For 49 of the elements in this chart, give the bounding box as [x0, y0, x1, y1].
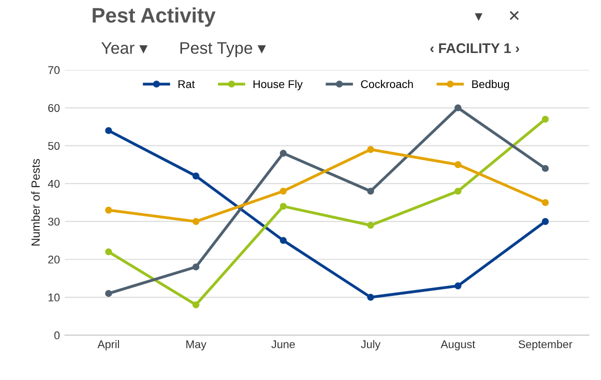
point [105, 127, 112, 134]
legend-label: Rat [178, 80, 195, 88]
y-tick-label: 50 [48, 142, 60, 150]
y-tick-label: 20 [48, 256, 60, 264]
x-tick-label: September [518, 340, 572, 350]
point [454, 282, 462, 290]
x-tick-label: June [271, 340, 295, 348]
point [192, 172, 200, 180]
x-tick-label: August [440, 340, 476, 350]
point [454, 161, 462, 168]
point [280, 236, 287, 244]
point [367, 146, 374, 153]
point [105, 290, 112, 297]
point [542, 199, 549, 206]
point [542, 164, 549, 172]
point [105, 248, 112, 256]
text: Pest Type ▾ [180, 42, 266, 58]
point [280, 202, 287, 210]
y-tick-label: 60 [48, 104, 60, 112]
text: ▾ [474, 13, 482, 21]
point [542, 218, 549, 225]
point [367, 222, 374, 229]
point [454, 104, 462, 112]
x-tick-label: April [97, 340, 119, 350]
y-tick-label: 30 [48, 218, 60, 226]
point [192, 218, 200, 225]
y-tick-label: 40 [48, 180, 60, 188]
x-tick-label: May [186, 340, 206, 350]
point [280, 188, 287, 195]
y-tick-label: 70 [48, 66, 60, 74]
point [367, 294, 374, 301]
point [280, 150, 287, 157]
point [367, 188, 374, 195]
legend-label: Cockroach [361, 80, 413, 88]
point [105, 206, 112, 214]
text: ‹ FACILITY 1 › [430, 43, 520, 54]
y-tick-label: 10 [48, 294, 60, 302]
point [542, 116, 549, 123]
text: ✕ [510, 11, 519, 20]
x-tick-label: July [360, 340, 380, 350]
point [192, 263, 200, 270]
y-tick-label: 0 [54, 331, 60, 340]
point [192, 301, 200, 308]
y-axis-title: Number of Pests [31, 159, 40, 246]
text: Year ▾ [101, 42, 148, 54]
legend-label: House Fly [254, 80, 303, 90]
legend-label: Bedbug [472, 80, 509, 90]
chart-title: Pest Activity [92, 7, 216, 27]
point [454, 188, 462, 195]
